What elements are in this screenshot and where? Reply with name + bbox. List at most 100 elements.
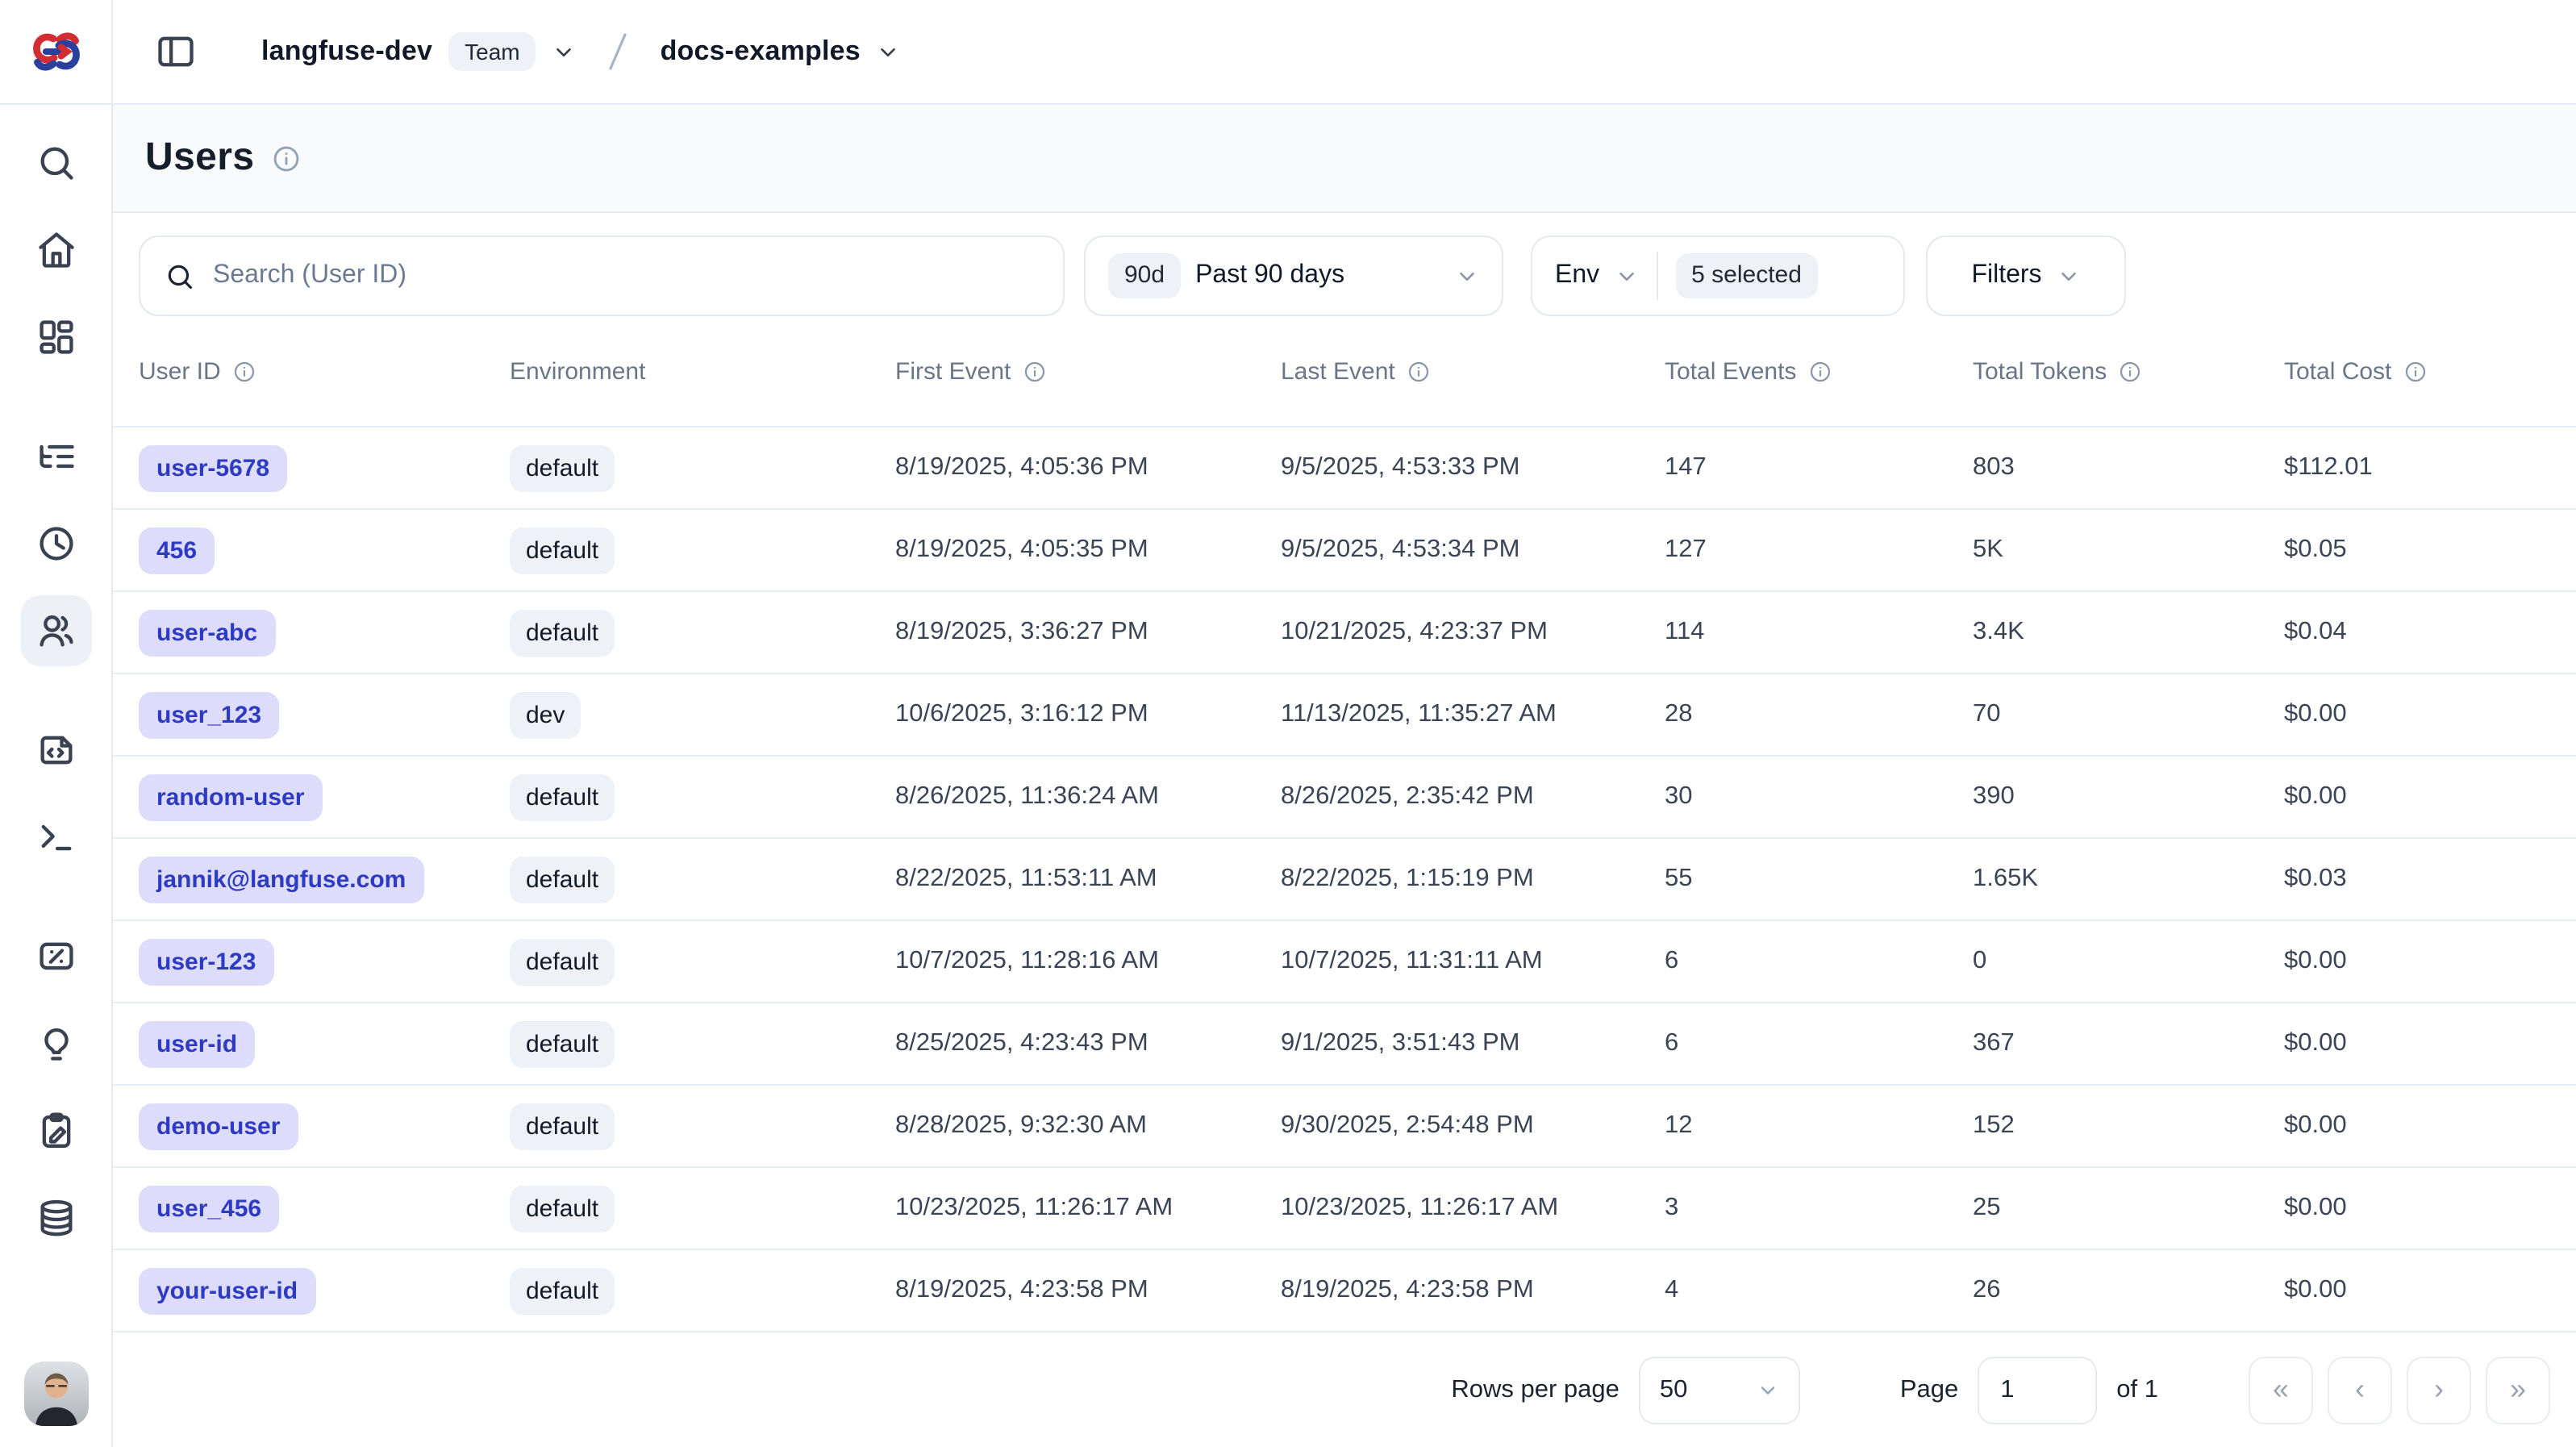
org-switcher-chevron[interactable] — [552, 40, 577, 64]
user-avatar[interactable] — [24, 1362, 89, 1426]
user-id-badge[interactable]: jannik@langfuse.com — [139, 856, 423, 903]
table-row[interactable]: user-iddefault8/25/2025, 4:23:43 PM9/1/2… — [113, 1003, 2576, 1086]
home-icon — [35, 229, 77, 271]
playground-terminal-icon — [35, 816, 77, 858]
column-info-icon[interactable] — [2403, 360, 2427, 384]
page-title-info-icon[interactable] — [270, 143, 301, 173]
column-info-icon[interactable] — [1022, 360, 1046, 384]
first-page-button[interactable]: « — [2249, 1356, 2313, 1424]
total-cost-cell: $0.00 — [2284, 700, 2576, 729]
sidebar-item-evaluators-percent[interactable] — [20, 921, 91, 992]
last-event-cell: 8/26/2025, 2:35:42 PM — [1281, 782, 1665, 811]
filters-row: 90d Past 90 days Env 5 selected Filters — [139, 236, 2576, 316]
sidebar-item-annotation-clipboard[interactable] — [20, 1095, 91, 1166]
sidebar-item-users[interactable] — [20, 595, 91, 666]
column-header-label: Total Tokens — [1973, 358, 2107, 386]
table-row[interactable]: user_123dev10/6/2025, 3:16:12 PM11/13/20… — [113, 674, 2576, 757]
next-page-button[interactable]: › — [2407, 1356, 2471, 1424]
last-page-button[interactable]: » — [2486, 1356, 2550, 1424]
user-id-badge[interactable]: user-5678 — [139, 444, 287, 491]
sidebar-item-datasets-database[interactable] — [20, 1182, 91, 1253]
date-range-label: Past 90 days — [1195, 261, 1344, 290]
user-id-badge[interactable]: user_456 — [139, 1185, 279, 1232]
user-id-cell: user_123 — [139, 691, 510, 738]
total-cost-cell: $0.00 — [2284, 782, 2576, 811]
environment-badge: default — [510, 1267, 615, 1314]
project-switcher-chevron[interactable] — [877, 40, 901, 64]
sidebar-item-trace-tree[interactable] — [20, 421, 91, 492]
table-row[interactable]: user-abcdefault8/19/2025, 3:36:27 PM10/2… — [113, 592, 2576, 674]
total-tokens-cell: 5K — [1973, 536, 2284, 565]
chevron-down-icon — [877, 40, 901, 64]
annotation-clipboard-icon — [35, 1110, 77, 1152]
total-tokens-cell: 70 — [1973, 700, 2284, 729]
environment-badge: default — [510, 856, 615, 903]
column-info-icon[interactable] — [1807, 360, 1832, 384]
total-cost-cell: $0.05 — [2284, 536, 2576, 565]
user-id-badge[interactable]: user-abc — [139, 609, 275, 656]
first-event-cell: 8/28/2025, 9:32:30 AM — [895, 1111, 1281, 1141]
table-row[interactable]: user-123default10/7/2025, 11:28:16 AM10/… — [113, 921, 2576, 1003]
first-event-cell: 8/26/2025, 11:36:24 AM — [895, 782, 1281, 811]
sidebar-toggle-button[interactable] — [148, 24, 203, 79]
sidebar-group — [20, 921, 91, 1253]
logo-cell — [0, 0, 113, 103]
user-id-badge[interactable]: user-123 — [139, 938, 273, 985]
filters-button[interactable]: Filters — [1926, 236, 2126, 316]
last-event-cell: 9/1/2025, 3:51:43 PM — [1281, 1029, 1665, 1058]
avatar-photo — [24, 1362, 89, 1426]
last-event-cell: 9/5/2025, 4:53:33 PM — [1281, 453, 1665, 482]
first-event-cell: 8/19/2025, 4:23:58 PM — [895, 1276, 1281, 1305]
page-number-input[interactable] — [1978, 1356, 2097, 1424]
prev-page-button[interactable]: ‹ — [2328, 1356, 2392, 1424]
pagination-nav: «‹›» — [2249, 1356, 2550, 1424]
sidebar-item-home[interactable] — [20, 215, 91, 286]
sidebar-item-insights-lightbulb[interactable] — [20, 1008, 91, 1079]
first-event-cell: 8/19/2025, 4:05:35 PM — [895, 536, 1281, 565]
total-events-cell: 127 — [1665, 536, 1973, 565]
table-row[interactable]: demo-userdefault8/28/2025, 9:32:30 AM9/3… — [113, 1086, 2576, 1168]
environment-badge: default — [510, 1103, 615, 1149]
last-event-cell: 8/22/2025, 1:15:19 PM — [1281, 865, 1665, 894]
user-id-badge[interactable]: 456 — [139, 527, 215, 573]
environment-cell: default — [510, 1185, 895, 1232]
table-row[interactable]: your-user-id default 8/19/2025, 4:23:58 PM… — [113, 1250, 2576, 1332]
search-input[interactable] — [213, 261, 1039, 290]
table-row[interactable]: user_456default10/23/2025, 11:26:17 AM10… — [113, 1168, 2576, 1250]
user-id-badge[interactable]: user_123 — [139, 691, 279, 738]
sidebar-item-dashboard[interactable] — [20, 302, 91, 373]
column-header-label: First Event — [895, 358, 1011, 386]
search-input-wrapper — [139, 236, 1065, 316]
environment-filter-button[interactable]: Env 5 selected — [1531, 236, 1905, 316]
total-events-cell: 147 — [1665, 453, 1973, 482]
user-id-badge[interactable]: demo-user — [139, 1103, 298, 1149]
org-name[interactable]: langfuse-dev — [261, 35, 432, 68]
project-name[interactable]: docs-examples — [661, 35, 861, 68]
table-row[interactable]: user-5678default8/19/2025, 4:05:36 PM9/5… — [113, 427, 2576, 510]
sidebar-item-search[interactable] — [20, 127, 91, 198]
user-id-badge[interactable]: your-user-id — [139, 1267, 315, 1314]
column-header: Environment — [510, 358, 895, 386]
insights-lightbulb-icon — [35, 1023, 77, 1065]
user-id-badge[interactable]: random-user — [139, 774, 322, 820]
table-row[interactable]: 456default8/19/2025, 4:05:35 PM9/5/2025,… — [113, 510, 2576, 592]
table-row[interactable]: random-userdefault8/26/2025, 11:36:24 AM… — [113, 757, 2576, 839]
rows-per-page-value: 50 — [1660, 1375, 1688, 1404]
sidebar-item-sessions-clock[interactable] — [20, 508, 91, 579]
user-id-badge[interactable]: user-id — [139, 1020, 255, 1067]
user-id-cell: user_456 — [139, 1185, 510, 1232]
table-row[interactable]: jannik@langfuse.comdefault8/22/2025, 11:… — [113, 839, 2576, 921]
user-id-cell: user-123 — [139, 938, 510, 985]
column-info-icon[interactable] — [2118, 360, 2142, 384]
column-info-icon[interactable] — [232, 360, 256, 384]
users-icon — [35, 610, 77, 652]
topbar: langfuse-dev Team docs-examples — [0, 0, 2576, 105]
rows-per-page-select[interactable]: 50 — [1639, 1356, 1800, 1424]
environment-cell: default — [510, 1267, 895, 1314]
total-events-cell: 4 — [1665, 1276, 1973, 1305]
date-range-button[interactable]: 90d Past 90 days — [1084, 236, 1503, 316]
sidebar-item-playground-terminal[interactable] — [20, 802, 91, 873]
sidebar-item-prompts-file[interactable] — [20, 715, 91, 786]
user-id-cell: user-abc — [139, 609, 510, 656]
column-info-icon[interactable] — [1407, 360, 1431, 384]
